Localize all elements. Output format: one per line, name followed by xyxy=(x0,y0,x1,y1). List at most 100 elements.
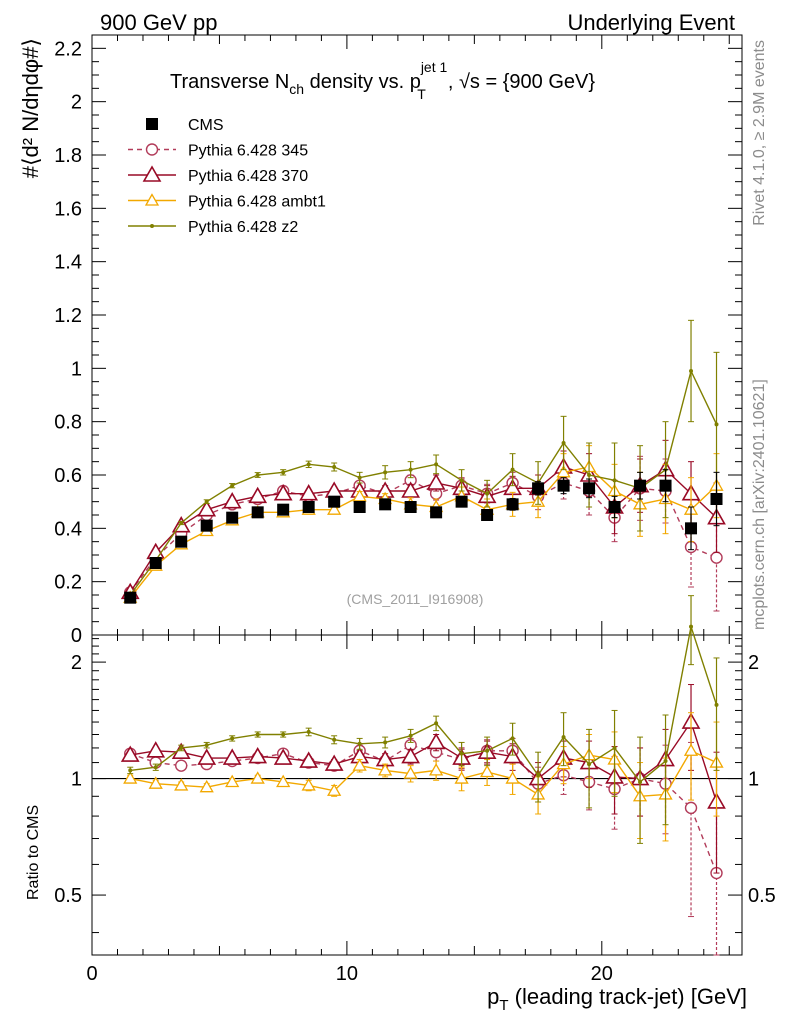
data-point xyxy=(179,745,184,750)
data-point xyxy=(403,766,418,779)
data-point xyxy=(226,511,239,524)
data-point xyxy=(146,741,166,758)
series-line xyxy=(129,466,717,593)
data-point xyxy=(230,483,235,488)
x-axis-label: pT (leading track-jet) [GeV] xyxy=(487,984,747,1014)
y-axis-label: #⟨d² N/dηdφ#⟩ xyxy=(18,38,43,178)
data-point xyxy=(714,422,719,427)
data-point xyxy=(455,495,468,508)
data-point xyxy=(204,499,209,504)
data-point xyxy=(685,522,698,535)
data-point xyxy=(714,702,719,707)
data-point xyxy=(332,737,337,742)
ratio-tick-label-right: 1 xyxy=(748,769,759,791)
y-tick-label: 1.2 xyxy=(54,305,82,327)
data-point xyxy=(332,465,337,469)
data-point xyxy=(357,475,362,480)
data-point xyxy=(299,751,319,768)
data-point xyxy=(123,771,138,784)
ratio-tick-label: 1 xyxy=(71,769,82,791)
data-point xyxy=(148,776,163,789)
data-point xyxy=(689,369,694,373)
y-tick-label: 1.4 xyxy=(54,252,82,274)
data-point xyxy=(353,501,366,513)
data-point xyxy=(710,551,723,564)
data-point xyxy=(689,624,694,629)
data-point xyxy=(175,535,188,548)
y-tick-label: 0.4 xyxy=(54,518,82,540)
title-tail: , √s = {900 GeV} xyxy=(448,71,596,93)
data-point xyxy=(434,462,439,467)
ratio-plot-frame xyxy=(91,634,743,956)
data-point xyxy=(200,519,213,532)
data-point xyxy=(430,506,443,519)
main-pythia-6.428-z2 xyxy=(127,319,720,597)
legend-item: Pythia 6.428 370 xyxy=(128,165,308,185)
data-point xyxy=(222,492,242,509)
y-tick-label: 2 xyxy=(71,92,82,114)
title-mid-sup: jet 1 xyxy=(420,59,448,75)
series-line xyxy=(130,626,718,783)
legend-item: Pythia 6.428 345 xyxy=(128,143,308,160)
data-point xyxy=(428,763,444,776)
ratio-tick-label: 0.5 xyxy=(54,885,82,907)
data-point xyxy=(659,479,672,492)
data-point xyxy=(273,484,293,501)
title-main-sub: ch xyxy=(289,81,304,97)
data-point xyxy=(561,735,566,740)
rivet-label: Rivet 4.1.0, ≥ 2.9M events xyxy=(751,40,768,226)
data-point xyxy=(510,736,515,741)
data-point xyxy=(485,491,490,496)
data-point xyxy=(459,478,464,483)
data-point xyxy=(587,762,592,767)
data-point xyxy=(327,502,342,515)
analysis-tag: (CMS_2011_I916908) xyxy=(347,591,484,607)
data-point xyxy=(197,500,217,517)
series-line xyxy=(130,744,718,874)
x-label-sub: T xyxy=(499,997,508,1014)
data-point xyxy=(634,479,647,492)
data-point xyxy=(128,768,133,773)
x-tick-label: 10 xyxy=(336,963,358,985)
data-point xyxy=(426,732,446,750)
data-point xyxy=(401,481,421,498)
data-point xyxy=(710,493,723,505)
data-point xyxy=(408,467,413,472)
data-point xyxy=(204,743,209,748)
data-point xyxy=(378,763,393,776)
data-point xyxy=(556,465,571,478)
data-point xyxy=(454,771,469,784)
data-point xyxy=(505,771,520,784)
ratio-y-axis-label: Ratio to CMS xyxy=(25,805,42,900)
data-point xyxy=(255,732,260,737)
axis-ticks: 0 10 20 0 0.2 0.4 0.6 0.8 1 1.2 1.4 1.6 1.8 2 2.2 0.5 0.… xyxy=(54,34,776,985)
data-point xyxy=(408,733,413,738)
ratio-pythia-6.428-ambt1 xyxy=(123,712,724,842)
y-tick-label: 0 xyxy=(71,625,82,647)
data-point xyxy=(255,473,260,477)
data-point xyxy=(536,773,541,778)
data-point xyxy=(174,778,189,791)
data-point xyxy=(638,779,643,784)
data-point xyxy=(510,467,515,472)
title-mid-sub: T xyxy=(417,86,426,102)
data-point xyxy=(401,746,421,764)
data-point xyxy=(179,521,184,525)
y-tick-label: 2.2 xyxy=(54,38,82,60)
data-point xyxy=(532,482,545,495)
header-right: Underlying Event xyxy=(567,10,735,35)
data-point xyxy=(324,754,344,771)
main-pythia-6.428-ambt1 xyxy=(123,445,724,603)
ratio-tick-label-right: 0.5 xyxy=(748,885,776,907)
legend-label: CMS xyxy=(188,117,224,134)
data-point xyxy=(306,462,311,467)
legend: CMS Pythia 6.428 345 Pythia 6.428 370 Pythi… xyxy=(128,117,326,236)
legend-item: Pythia 6.428 ambt1 xyxy=(128,193,326,211)
mcplots-label: mcplots.cern.ch [arXiv:2401.10621] xyxy=(751,379,768,630)
legend-marker xyxy=(142,165,162,182)
data-point xyxy=(225,774,240,788)
legend-item: Pythia 6.428 z2 xyxy=(128,219,298,236)
main-series xyxy=(120,319,726,612)
legend-item: CMS xyxy=(146,117,224,134)
data-point xyxy=(324,481,344,498)
